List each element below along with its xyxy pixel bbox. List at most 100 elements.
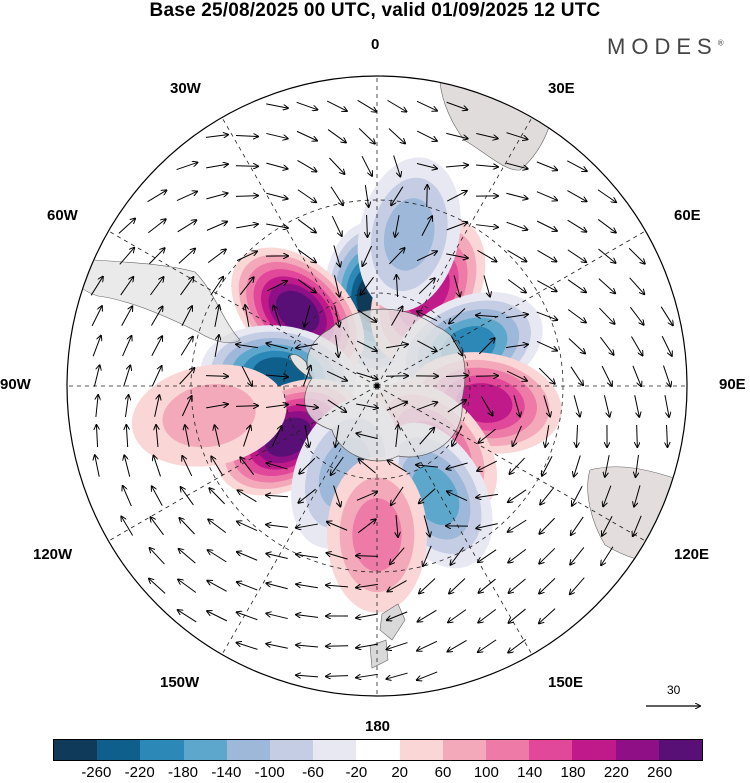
wind-vector [634,395,640,417]
wind-vector [356,372,377,379]
wind-vector [92,336,101,357]
wind-vector [540,487,555,504]
wind-vector [446,222,468,231]
wind-vector [539,578,556,593]
map-title: Base 25/08/2025 00 UTC, valid 01/09/2025… [149,0,601,21]
wind-vector [631,336,642,356]
wind-vector [93,365,99,387]
wind-vector [214,335,219,357]
colorbar-tick-label: 180 [560,764,586,781]
wind-vector [358,128,375,143]
wind-vector [179,518,195,535]
wind-vector [476,523,498,529]
wind-vector [177,220,197,233]
wind-vector [567,249,586,262]
wind-vector [121,306,133,326]
wind-vector [537,250,556,261]
wind-vector [448,640,467,651]
colorbar-swatch [529,740,573,760]
colorbar-tick-label: -100 [254,764,285,781]
wind-vector [418,278,435,295]
wind-vector [297,189,316,203]
wind-vector [296,523,318,528]
lon-label-150e: 150E [548,674,584,691]
meridian-line [108,385,378,542]
wind-vector [362,245,373,266]
colorbar-swatch [356,740,400,760]
wind-vector [357,519,375,534]
wind-vector [181,306,192,327]
colorbar-tick-label: -140 [211,764,242,781]
wind-vector [296,343,318,348]
wind-vector [179,549,196,564]
wind-vector [235,135,258,136]
wind-vector [634,485,641,506]
wind-vector [150,277,164,296]
colorbar-tick-label: -60 [302,764,324,781]
wind-vector [296,101,318,109]
wind-vector [448,609,467,623]
wind-vector [570,366,583,385]
wind-vector [176,162,198,171]
wind-vector [239,277,253,296]
wind-vector [266,343,288,350]
wind-vector [333,245,340,266]
wind-vector [599,307,614,324]
wind-vector [236,224,258,229]
wind-vector [297,279,316,292]
wind-vector [446,462,468,469]
wind-vector [236,251,257,262]
wind-vector [478,578,496,593]
wind-vector [90,277,103,296]
wind-vector [206,135,228,138]
wind-vector [508,519,527,532]
wind-vector [513,395,520,416]
meridian-line [221,385,378,655]
lon-label-0: 0 [371,36,380,53]
wind-vector [508,489,527,502]
wind-vector [507,279,526,292]
wind-vector [326,646,349,647]
wind-vector [567,309,586,322]
wind-vector [360,276,374,295]
wind-vector [632,365,641,386]
wind-vector [151,307,162,326]
wind-vector [237,582,258,591]
wind-vector [483,275,490,296]
wind-vector [629,277,645,294]
wind-vector [336,335,339,357]
wind-vector [210,277,223,296]
colorbar-tick-label: 140 [517,764,543,781]
wind-vector [660,306,673,326]
lon-label-180: 180 [365,718,391,735]
colorbar-tick-label: 260 [647,764,673,781]
wind-vector [506,221,528,229]
wind-vector [571,516,584,535]
colorbar-swatch [54,740,98,760]
wind-vector [390,547,405,565]
wind-vector [418,609,437,621]
new-zealand-land [369,603,406,669]
meridian-line [376,385,646,542]
wind-vector [396,425,398,447]
wind-vector [539,608,556,624]
wind-vector [356,583,378,587]
colorbar [53,739,703,761]
wind-vector [508,638,527,652]
wind-vector [598,278,615,294]
wind-vector [178,580,197,593]
wind-vector [508,548,527,562]
wind-vector [447,191,466,202]
colorbar-tick-label: -180 [167,764,199,781]
wind-vector [537,280,556,292]
wind-vector [91,306,102,327]
wind-vector [427,185,428,208]
wind-vector [96,395,98,417]
wind-vector [396,514,398,537]
wind-vector [387,580,407,592]
wind-vector [296,130,317,140]
wind-vector [417,671,438,680]
wind-vector [478,428,496,443]
wind-vector [597,219,616,232]
